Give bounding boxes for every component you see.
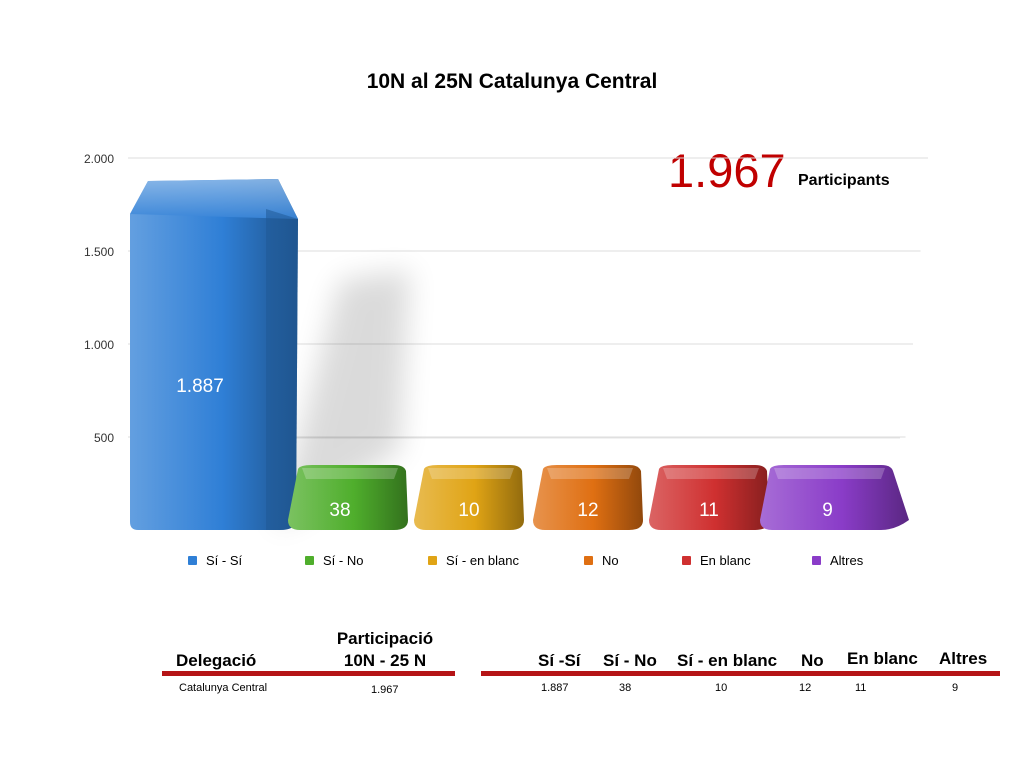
table-header-participacio: Participació 10N - 25 N — [336, 629, 434, 670]
table-header: Sí - en blanc — [677, 651, 778, 670]
table-divider-right — [481, 671, 1000, 676]
bar-value-label: 38 — [329, 500, 350, 521]
table-header: En blanc — [847, 649, 918, 668]
legend-swatch — [682, 556, 691, 565]
table-cell-delegacio: Catalunya Central — [179, 682, 268, 694]
legend-item: No — [584, 553, 619, 568]
chart-title: 10N al 25N Catalunya Central — [366, 70, 658, 93]
legend-item: Sí - en blanc — [428, 553, 519, 568]
legend-swatch — [812, 556, 821, 565]
legend-label: Sí - en blanc — [446, 553, 519, 568]
legend-item: En blanc — [682, 553, 751, 568]
bar — [130, 179, 298, 530]
table-header: Altres — [939, 649, 988, 668]
total-participants-label: Participants — [798, 172, 890, 189]
legend-swatch — [584, 556, 593, 565]
bar-value-label: 1.887 — [176, 376, 224, 397]
legend-item: Altres — [812, 553, 863, 568]
table-header: Sí - No — [603, 651, 657, 670]
y-tick-label: 1.000 — [84, 338, 114, 352]
legend-item: Sí - Sí — [188, 553, 242, 568]
table-divider-left — [162, 671, 455, 676]
bar-highlight — [774, 468, 885, 479]
legend-swatch — [188, 556, 197, 565]
table-header-delegacio: Delegació — [176, 651, 257, 670]
table-cell-participacio: 1.967 — [371, 684, 399, 696]
table-header: No — [801, 651, 824, 670]
bar — [288, 465, 408, 530]
bar-highlight — [302, 468, 398, 479]
bar-value-label: 9 — [822, 500, 833, 521]
bar-value-label: 12 — [577, 500, 598, 521]
legend-swatch — [428, 556, 437, 565]
bar-top-face — [130, 179, 298, 220]
bar-side-face — [266, 209, 298, 530]
bar — [760, 465, 909, 530]
total-participants-value: 1.967 — [668, 144, 786, 197]
legend-label: No — [602, 553, 619, 568]
bar-value-label: 10 — [458, 500, 479, 521]
bar-highlight — [547, 468, 633, 479]
table-cell: 38 — [619, 682, 632, 694]
table-cell: 10 — [715, 682, 728, 694]
legend-swatch — [305, 556, 314, 565]
table-cell: 12 — [799, 682, 812, 694]
table-cell: 1.887 — [541, 682, 569, 694]
bar-highlight — [663, 468, 759, 479]
legend-label: En blanc — [700, 553, 751, 568]
y-tick-label: 500 — [94, 431, 114, 445]
bar — [414, 465, 524, 530]
legend-item: Sí - No — [305, 553, 363, 568]
table-header: Sí -Sí — [538, 651, 581, 670]
legend-label: Altres — [830, 553, 864, 568]
bar-value-label: 11 — [699, 500, 719, 521]
legend-label: Sí - No — [323, 553, 364, 568]
bar — [533, 465, 643, 530]
y-tick-label: 2.000 — [84, 152, 114, 166]
table-cell: 9 — [952, 682, 959, 694]
table-cell: 11 — [855, 682, 867, 694]
bar — [649, 465, 769, 530]
y-tick-label: 1.500 — [84, 245, 114, 259]
bar-highlight — [428, 468, 514, 479]
legend-label: Sí - Sí — [206, 553, 243, 568]
